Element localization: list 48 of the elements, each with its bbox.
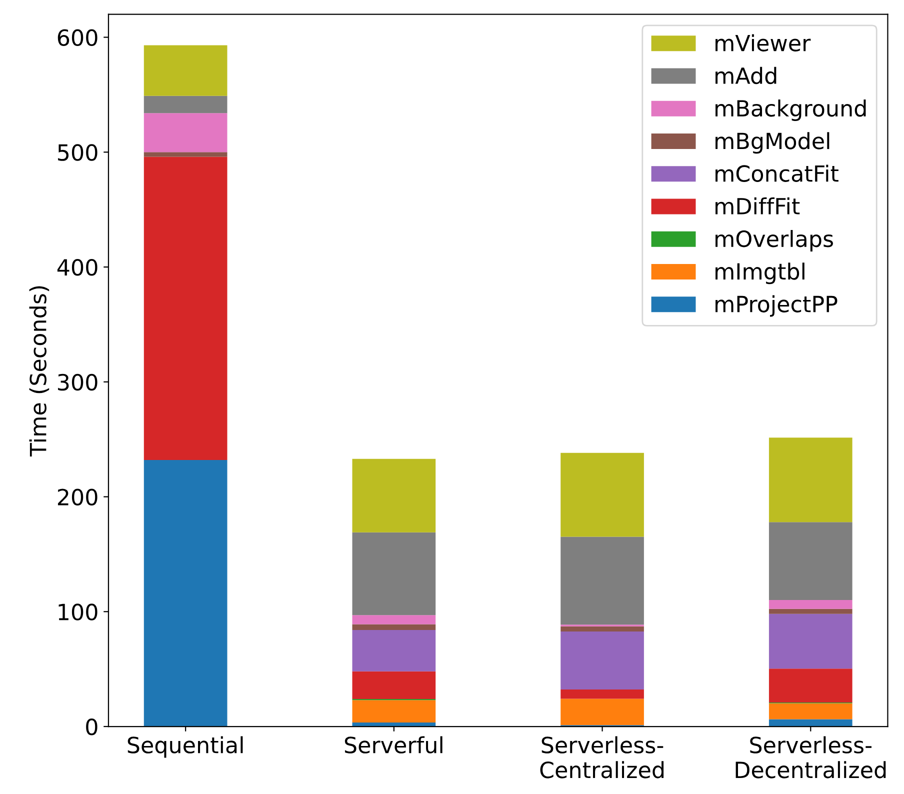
bar — [768, 668, 852, 702]
bar — [352, 624, 436, 630]
y-axis-title: Time (Seconds) — [29, 286, 50, 457]
x-tick-label: Serverless- Decentralized — [736, 736, 886, 778]
bar — [144, 460, 228, 727]
y-tick-label: 100 — [58, 604, 98, 620]
bar — [352, 630, 436, 672]
bar — [560, 690, 644, 699]
bar — [144, 152, 228, 157]
bar — [768, 522, 852, 600]
legend-label: mDiffFit — [716, 197, 800, 214]
bar — [352, 458, 436, 532]
bar — [352, 532, 436, 616]
y-tick-label: 0 — [86, 718, 98, 736]
legend-label: mOverlaps — [716, 230, 834, 252]
bar — [352, 700, 436, 722]
bar — [560, 452, 644, 537]
y-tick-label: 600 — [58, 29, 98, 46]
x-tick-label: Sequential — [128, 736, 243, 758]
y-tick-label: 500 — [58, 144, 98, 161]
bar — [144, 156, 228, 460]
legend-label: mAdd — [716, 66, 776, 84]
bar — [768, 608, 852, 614]
bar — [768, 614, 852, 669]
legend-label: mImgtbl — [716, 262, 804, 284]
bar — [144, 113, 228, 152]
bar — [560, 698, 644, 726]
x-tick-label: Serverful — [344, 736, 442, 754]
bar — [768, 438, 852, 522]
bar — [560, 632, 644, 690]
bar — [144, 45, 228, 96]
legend-label: mBackground — [716, 100, 866, 122]
legend-label: mProjectPP — [716, 295, 838, 317]
bar — [768, 719, 852, 727]
legend-label: mViewer — [716, 34, 811, 52]
legend-label: mBgModel — [716, 132, 830, 154]
bar — [352, 671, 436, 699]
y-tick-label: 400 — [57, 258, 98, 276]
bar — [768, 703, 852, 720]
y-tick-label: 300 — [58, 374, 98, 391]
bar — [768, 600, 852, 609]
bar — [144, 96, 228, 114]
bar — [560, 536, 644, 625]
x-tick-label: Serverless- Centralized — [540, 736, 664, 778]
y-tick-label: 200 — [58, 488, 98, 506]
bar — [352, 615, 436, 624]
legend-label: mConcatFit — [716, 164, 838, 182]
bar — [560, 626, 644, 632]
